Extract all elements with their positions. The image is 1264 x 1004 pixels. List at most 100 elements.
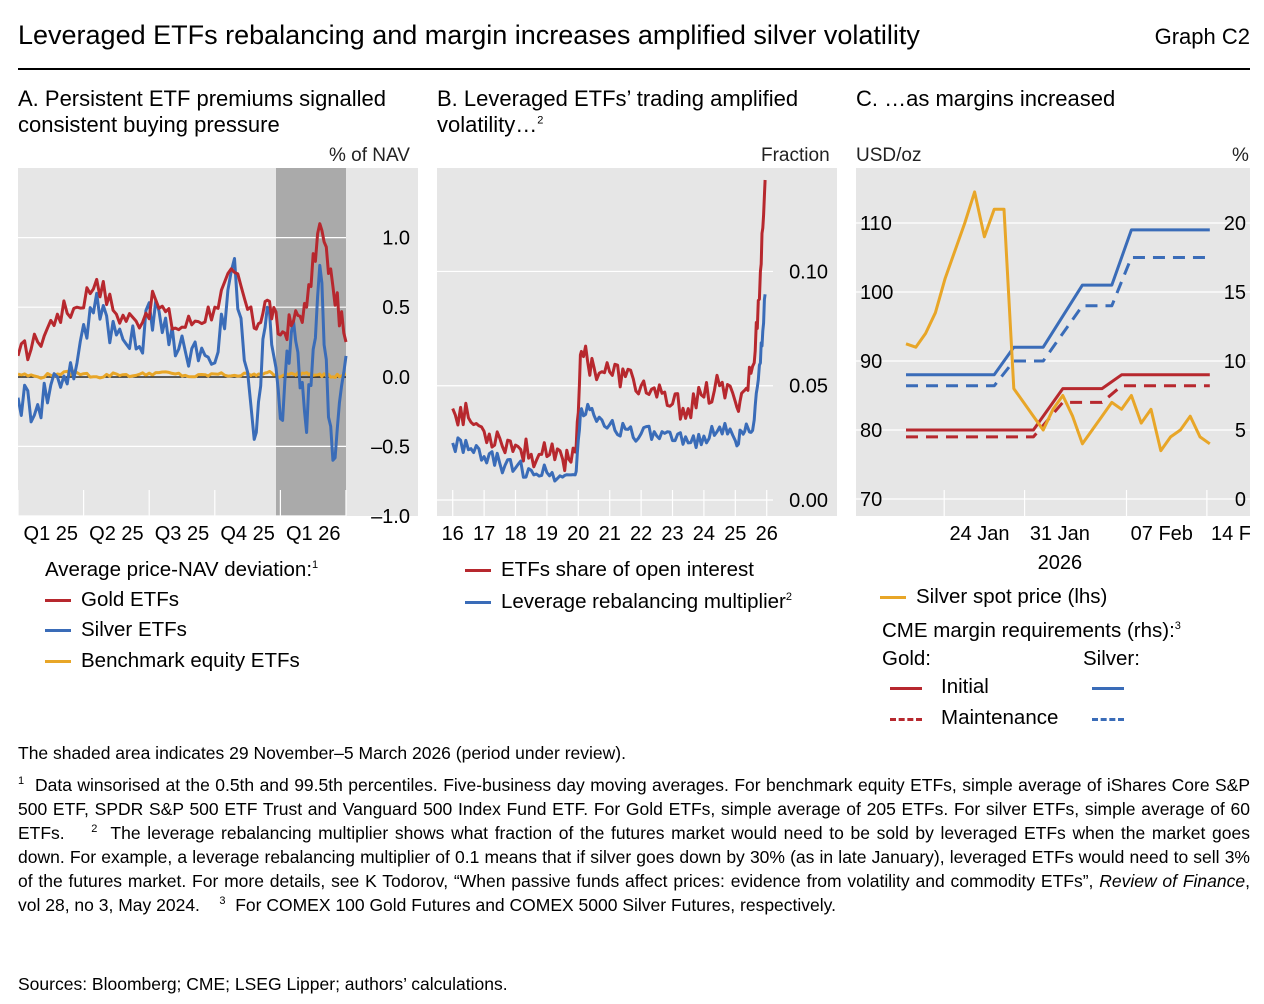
panel-b-y-tick-label: 0.10 (789, 261, 828, 283)
legend-silver-etfs: Silver ETFs (45, 618, 187, 642)
legend-benchmark-etfs: Benchmark equity ETFs (45, 649, 300, 673)
panel-b-chart: 0.10 0.05 0.00 16 17 18 19 20 21 22 23 24 25 26 (437, 168, 837, 545)
legend-silver-spot-swatch (880, 596, 906, 600)
fn3-text: For COMEX 100 Gold Futures and COMEX 500… (235, 895, 836, 915)
panel-c-unit-left: USD/oz (856, 145, 922, 166)
panel-c-x-tick-label: 24 Jan (949, 523, 1009, 545)
panel-b-x-tick-label: 23 (661, 523, 683, 545)
panel-b-title-sup: 2 (537, 114, 544, 127)
panel-b-y-tick-label: 0.05 (789, 376, 828, 398)
fn2-journal: Review of Finance (1099, 871, 1246, 891)
panel-a-series-silver-etfs (18, 257, 348, 462)
legend-cme-heading: CME margin requirements (rhs):3 (882, 619, 1181, 643)
panel-a-legend-heading-text: Average price-NAV deviation: (45, 558, 313, 581)
legend-gold-etfs: Gold ETFs (45, 588, 179, 612)
fn2-num: 2 (91, 823, 98, 836)
legend-etf-share-swatch (465, 569, 491, 573)
legend-etf-share-label: ETFs share of open interest (501, 558, 754, 581)
panel-a-title-line1: A. Persistent ETF premiums signalled (18, 86, 387, 111)
panel-a-x-tick-label: Q2 25 (89, 523, 143, 545)
legend-silver-spot: Silver spot price (lhs) (880, 585, 1107, 609)
panel-b-title-line1: B. Leveraged ETFs’ trading amplified (437, 86, 799, 111)
panel-b-x-tick-label: 21 (599, 523, 621, 545)
fn1-num: 1 (18, 775, 25, 788)
panel-b-title-line2: volatility… (437, 112, 538, 137)
panel-c-x-tick-label: 14 Feb (1211, 523, 1250, 545)
legend-gold-initial-swatch (890, 687, 922, 690)
graph-title: Leveraged ETFs rebalancing and margin in… (18, 20, 920, 50)
panel-c-y-right-tick-label: 15 (1224, 282, 1246, 304)
panel-a-y-tick-label: –1.0 (371, 506, 410, 528)
panel-c-series-gold-initial (906, 373, 1210, 432)
panel-a-x-tick-label: Q1 26 (286, 523, 340, 545)
panel-c-series-silver-maintenance (906, 256, 1210, 388)
panel-b-series-leverage-rebalancing-multiplier (451, 294, 767, 483)
legend-initial-label: Initial (941, 675, 989, 698)
legend-silver-swatch (45, 629, 71, 633)
panel-a-chart: 1.0 0.5 0.0 –0.5 –1.0 Q1 25 Q2 25 Q3 25 Q4 25 Q1 … (18, 168, 418, 545)
panel-b-x-tick-label: 19 (536, 523, 558, 545)
panel-a-legend-sup: 1 (312, 559, 319, 572)
legend-silver-initial-swatch (1092, 687, 1124, 690)
panel-c-title: C. …as margins increased (856, 86, 1116, 111)
legend-gold-label-c: Gold: (882, 647, 931, 670)
panel-c-y-left-tick-label: 70 (860, 489, 882, 511)
footnotes: 1 Data winsorised at the 0.5th and 99.5t… (18, 773, 1250, 917)
legend-silver-label-c: Silver: (1083, 647, 1140, 670)
panel-c-background (856, 168, 1250, 516)
legend-silver-maint-swatch (1092, 718, 1124, 721)
panel-b-series-etfs-share-of-open-interest (451, 179, 767, 473)
panel-a-legend-heading: Average price-NAV deviation:1 (45, 558, 318, 582)
panel-c-series-gold-maintenance (906, 384, 1210, 439)
panel-c-y-left-tick-label: 110 (860, 213, 892, 235)
legend-gold-label: Gold ETFs (81, 588, 179, 611)
panel-b-title: B. Leveraged ETFs’ trading amplified vol… (437, 86, 798, 138)
panel-c-series-silver-spot-price-lhs (905, 190, 1211, 453)
panel-c-y-right-tick-label: 5 (1235, 420, 1246, 442)
panel-c-y-left-tick-label: 80 (860, 420, 882, 442)
panel-c-series-silver-initial (906, 228, 1210, 377)
fn3-num: 3 (219, 895, 226, 908)
shaded-note: The shaded area indicates 29 November–5 … (18, 743, 626, 763)
panel-a-y-tick-label: 0.5 (382, 297, 410, 319)
panel-b-x-tick-label: 17 (473, 523, 495, 545)
legend-leverage-swatch (465, 601, 491, 605)
panel-b-background (437, 168, 837, 516)
panel-b-x-tick-label: 24 (693, 523, 715, 545)
panel-b-x-tick-label: 26 (756, 523, 778, 545)
legend-gold-maint-swatch (890, 718, 922, 721)
panel-a-unit: % of NAV (329, 145, 410, 166)
legend-benchmark-swatch (45, 660, 71, 664)
panel-a-x-tick-label: Q4 25 (220, 523, 274, 545)
fn1-text: Data winsorised at the 0.5th and 99.5th … (18, 775, 1250, 843)
panel-c-y-right-tick-label: 20 (1224, 213, 1246, 235)
panel-a-y-tick-label: 1.0 (382, 228, 410, 250)
panel-c-chart: 110 20 100 15 90 10 80 5 70 0 24 Jan 31 Jan 07 Feb 14… (856, 168, 1250, 574)
legend-cme-sup: 3 (1174, 620, 1181, 633)
panel-a-shaded-period (276, 168, 346, 516)
panel-a-y-tick-label: 0.0 (382, 367, 410, 389)
panel-c-x-tick-label: 31 Jan (1030, 523, 1090, 545)
panel-b-x-tick-label: 18 (504, 523, 526, 545)
panel-a-title: A. Persistent ETF premiums signalled con… (18, 86, 386, 138)
panel-a-y-tick-label: –0.5 (371, 436, 410, 458)
graph-id: Graph C2 (1154, 24, 1250, 49)
fn2-text-end: , vol 28, no 3, May 2024. (18, 871, 1250, 915)
fn2-text: The leverage rebalancing multiplier show… (18, 823, 1250, 891)
panel-b-x-tick-label: 22 (630, 523, 652, 545)
legend-etf-share: ETFs share of open interest (465, 558, 754, 582)
panel-a-title-line2: consistent buying pressure (18, 112, 280, 137)
panel-a-x-tick-label: Q3 25 (155, 523, 209, 545)
panel-a-series-gold-etfs (18, 222, 348, 362)
panel-c-year-label: 2026 (1038, 552, 1083, 574)
panel-b-unit: Fraction (761, 145, 830, 166)
legend-leverage-label: Leverage rebalancing multiplier (501, 590, 786, 613)
legend-silver-spot-label: Silver spot price (lhs) (916, 585, 1108, 608)
panel-b-y-tick-label: 0.00 (789, 490, 828, 512)
legend-cme-label: CME margin requirements (rhs): (882, 619, 1175, 642)
panel-b-x-tick-label: 20 (567, 523, 589, 545)
legend-gold-swatch (45, 599, 71, 603)
panel-a-x-tick-label: Q1 25 (24, 523, 78, 545)
panel-c-y-right-tick-label: 0 (1235, 489, 1246, 511)
legend-leverage-sup: 2 (785, 591, 793, 604)
